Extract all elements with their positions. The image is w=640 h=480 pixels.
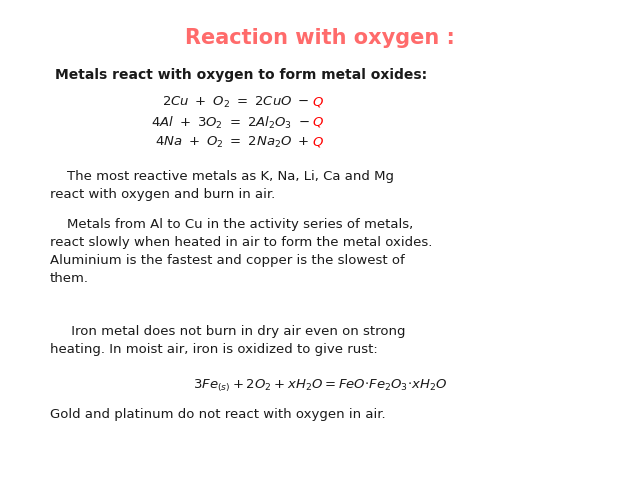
Text: $4Na\ +\ O_2\ =\ 2Na_2O\ +\ $: $4Na\ +\ O_2\ =\ 2Na_2O\ +\ $ — [156, 135, 310, 150]
Text: Reaction with oxygen :: Reaction with oxygen : — [185, 28, 455, 48]
Text: $Q$: $Q$ — [312, 115, 324, 129]
Text: Metals react with oxygen to form metal oxides:: Metals react with oxygen to form metal o… — [55, 68, 427, 82]
Text: $Q$: $Q$ — [312, 95, 324, 109]
Text: $Q$: $Q$ — [312, 135, 324, 149]
Text: Metals from Al to Cu in the activity series of metals,
react slowly when heated : Metals from Al to Cu in the activity ser… — [50, 218, 433, 285]
Text: The most reactive metals as K, Na, Li, Ca and Mg
react with oxygen and burn in a: The most reactive metals as K, Na, Li, C… — [50, 170, 394, 201]
Text: $2Cu\ +\ O_2\ =\ 2CuO\ -\ $: $2Cu\ +\ O_2\ =\ 2CuO\ -\ $ — [163, 95, 310, 110]
Text: $4Al\ +\ 3O_2\ =\ 2Al_2O_3\ -\ $: $4Al\ +\ 3O_2\ =\ 2Al_2O_3\ -\ $ — [151, 115, 310, 131]
Text: $3Fe_{(s)} + 2O_2 + xH_2O = FeO{\cdot}Fe_2O_3{\cdot}xH_2O$: $3Fe_{(s)} + 2O_2 + xH_2O = FeO{\cdot}Fe… — [193, 378, 447, 395]
Text: Gold and platinum do not react with oxygen in air.: Gold and platinum do not react with oxyg… — [50, 408, 386, 421]
Text: Iron metal does not burn in dry air even on strong
heating. In moist air, iron i: Iron metal does not burn in dry air even… — [50, 325, 406, 356]
